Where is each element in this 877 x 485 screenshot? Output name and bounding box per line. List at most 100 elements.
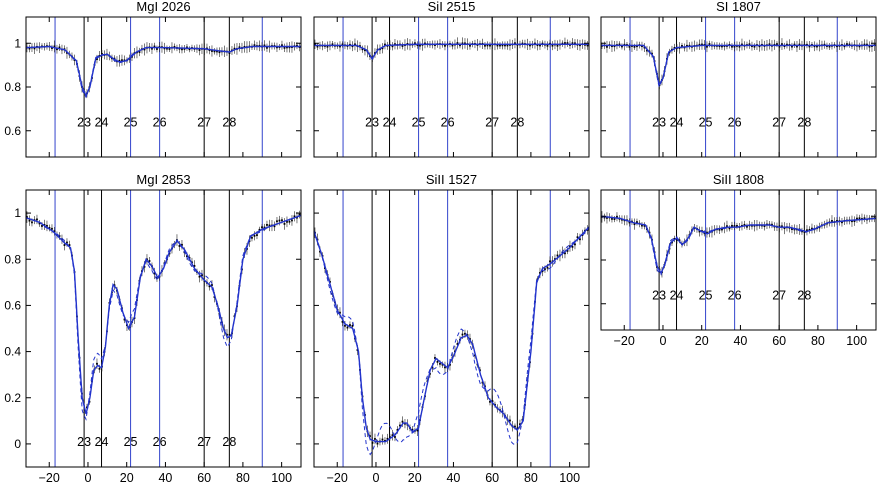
data-point	[823, 43, 826, 46]
data-point	[281, 44, 283, 47]
data-point	[858, 217, 861, 220]
data-point	[389, 436, 391, 439]
data-point	[354, 43, 356, 46]
data-point	[676, 239, 678, 241]
data-point	[791, 45, 793, 48]
data-point	[98, 367, 101, 370]
data-point	[651, 52, 653, 55]
data-point	[606, 216, 608, 219]
data-point	[678, 239, 681, 242]
data-point	[796, 45, 798, 48]
data-point	[808, 45, 811, 48]
component-label: 25	[124, 115, 138, 129]
component-label: 26	[728, 115, 742, 129]
data-point	[361, 48, 364, 51]
component-label: 25	[412, 115, 426, 129]
data-point	[286, 46, 288, 49]
data-point	[436, 360, 439, 363]
y-tick-label: 0.6	[4, 124, 21, 138]
data-point	[633, 223, 636, 226]
data-point	[851, 220, 853, 223]
data-point	[291, 219, 293, 222]
data-point	[461, 333, 464, 336]
data-point	[268, 224, 271, 227]
data-point	[253, 44, 256, 47]
x-tick-label: 60	[485, 471, 499, 485]
data-point	[611, 45, 613, 48]
panel-frame	[25, 16, 302, 158]
data-point	[544, 268, 546, 271]
data-point	[251, 236, 253, 239]
model-dashed-line	[25, 214, 302, 421]
data-point	[31, 221, 33, 224]
data-point	[848, 43, 851, 46]
data-point	[168, 48, 171, 50]
data-point	[539, 44, 541, 47]
data-point	[746, 225, 748, 228]
data-point	[731, 45, 733, 48]
data-point	[276, 46, 278, 49]
data-point	[46, 224, 48, 227]
data-point	[831, 220, 833, 222]
data-point	[156, 48, 158, 50]
data-point	[499, 44, 501, 47]
data-point	[491, 400, 494, 403]
data-point	[51, 227, 53, 230]
data-point	[441, 363, 444, 366]
component-label: 27	[772, 115, 786, 129]
component-label: 28	[222, 115, 236, 129]
y-tick-label: 1	[14, 36, 21, 50]
x-tick-label: 100	[846, 334, 867, 348]
data-point	[489, 400, 491, 403]
data-point	[201, 274, 203, 277]
data-point	[646, 49, 648, 52]
data-point	[153, 272, 156, 275]
component-label: 27	[197, 435, 211, 449]
data-point	[778, 225, 781, 228]
data-point	[529, 44, 531, 47]
data-point	[173, 46, 176, 48]
data-point	[451, 44, 454, 47]
data-point	[226, 333, 228, 336]
data-point	[186, 255, 188, 258]
data-point	[351, 45, 354, 48]
data-point	[793, 43, 796, 46]
data-point	[96, 58, 98, 61]
component-label: 28	[510, 115, 524, 129]
data-point	[208, 285, 211, 288]
component-label: 25	[699, 288, 713, 302]
component-label: 27	[772, 288, 786, 302]
data-point	[481, 381, 484, 384]
data-point	[781, 225, 783, 228]
component-label: 26	[153, 115, 167, 129]
data-point	[359, 45, 361, 48]
data-point	[751, 45, 753, 48]
data-point	[339, 311, 341, 314]
data-point	[143, 48, 146, 51]
data-point	[401, 45, 404, 47]
data-point	[296, 44, 298, 47]
panel-frame	[600, 189, 877, 331]
data-point	[579, 44, 581, 47]
data-point	[183, 48, 186, 50]
data-point	[853, 220, 856, 223]
data-points	[314, 37, 589, 62]
data-point	[66, 241, 68, 244]
data-point	[148, 260, 151, 262]
data-point	[431, 366, 434, 369]
data-point	[846, 43, 848, 46]
data-point	[286, 220, 288, 223]
data-point	[556, 254, 559, 257]
data-point	[58, 46, 61, 49]
data-point	[768, 43, 771, 46]
data-point	[771, 223, 773, 226]
component-label: 24	[383, 115, 397, 129]
data-point	[564, 42, 566, 44]
data-point	[641, 45, 643, 48]
data-point	[344, 324, 346, 327]
data-point	[381, 438, 384, 441]
data-point	[569, 245, 571, 248]
data-point	[741, 43, 743, 46]
data-point	[186, 46, 188, 49]
data-point	[28, 219, 31, 222]
